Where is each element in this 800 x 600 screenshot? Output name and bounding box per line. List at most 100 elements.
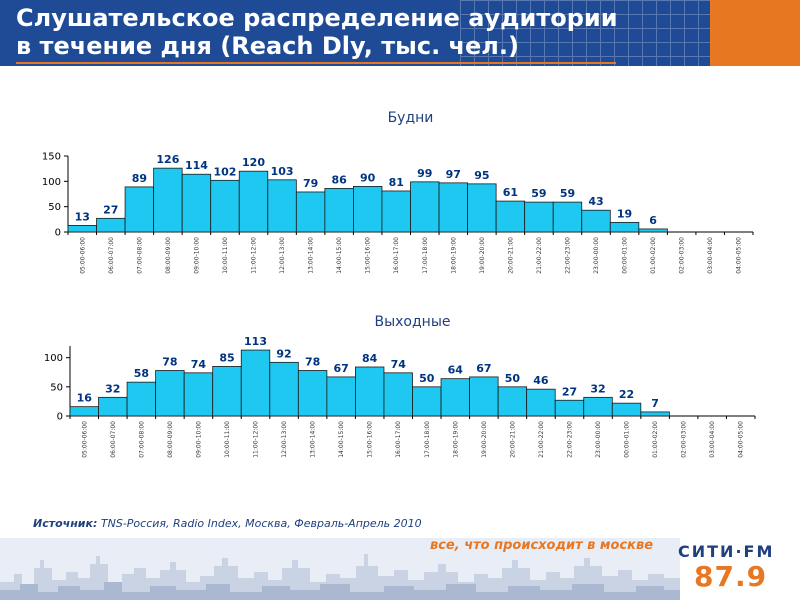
category-label: 03:00-04:00 <box>707 237 714 274</box>
data-label: 78 <box>305 356 320 369</box>
bar <box>638 228 668 233</box>
bar <box>212 366 242 417</box>
bar <box>69 406 99 417</box>
bar <box>238 170 269 233</box>
data-label: 13 <box>75 210 90 223</box>
category-label: 13:00-14:00 <box>310 421 317 458</box>
data-label: 126 <box>156 153 179 166</box>
bar <box>353 186 383 233</box>
bar <box>96 217 126 233</box>
category-label: 04:00-05:00 <box>736 237 743 274</box>
category-label: 02:00-03:00 <box>681 421 688 458</box>
bar <box>295 191 326 233</box>
category-label: 17:00-18:00 <box>422 237 429 274</box>
bar <box>383 372 413 417</box>
category-label: 23:00-00:00 <box>595 421 602 458</box>
category-label: 07:00-08:00 <box>136 237 143 274</box>
category-label: 09:00-10:00 <box>193 237 200 274</box>
category-label: 14:00-15:00 <box>338 421 345 458</box>
bar <box>326 376 356 417</box>
category-label: 16:00-17:00 <box>395 421 402 458</box>
data-label: 89 <box>132 172 147 185</box>
category-label: 10:00-11:00 <box>224 421 231 458</box>
category-label: 20:00-21:00 <box>509 421 516 458</box>
bar <box>412 386 442 417</box>
data-label: 95 <box>474 169 489 182</box>
data-label: 90 <box>360 171 376 184</box>
header-accent-block <box>710 0 800 66</box>
data-label: 58 <box>134 367 149 380</box>
category-label: 15:00-16:00 <box>365 237 372 274</box>
page-title: Слушательское распределение аудитории в … <box>16 4 618 60</box>
bar <box>469 376 499 417</box>
data-label: 22 <box>619 388 634 401</box>
bar <box>640 411 670 417</box>
category-label: 15:00-16:00 <box>367 421 374 458</box>
bar <box>495 200 526 233</box>
category-label: 12:00-13:00 <box>279 237 286 274</box>
category-label: 03:00-04:00 <box>709 421 716 458</box>
data-label: 81 <box>389 176 404 189</box>
y-tick-label: 100 <box>44 353 63 364</box>
category-label: 17:00-18:00 <box>424 421 431 458</box>
data-label: 46 <box>533 374 549 387</box>
data-label: 102 <box>213 165 236 178</box>
data-label: 59 <box>560 187 575 200</box>
data-label: 67 <box>333 362 348 375</box>
y-tick-label: 50 <box>48 202 61 213</box>
category-label: 07:00-08:00 <box>138 421 145 458</box>
category-label: 01:00-02:00 <box>650 237 657 274</box>
category-label: 05:00-06:00 <box>81 421 88 458</box>
category-label: 18:00-19:00 <box>452 421 459 458</box>
category-label: 19:00-20:00 <box>481 421 488 458</box>
city-skyline-image <box>0 538 680 600</box>
y-tick-label: 0 <box>57 412 63 423</box>
y-tick-label: 50 <box>50 382 63 393</box>
chart-weekends: Выходные 0 50 100 16 05:00-06:00 32 06:00-07:00… <box>44 314 756 458</box>
category-label: 21:00-22:00 <box>538 421 545 458</box>
category-label: 08:00-09:00 <box>167 421 174 458</box>
chart-weekdays: Будни 0 50 100 150 13 05:00-06:00 27 06:00-07:00… <box>42 110 754 274</box>
category-label: 11:00-12:00 <box>253 421 260 458</box>
category-label: 09:00-10:00 <box>195 421 202 458</box>
data-label: 43 <box>588 195 603 208</box>
y-tick-label: 100 <box>42 177 61 188</box>
data-label: 67 <box>476 362 491 375</box>
data-label: 92 <box>276 347 291 360</box>
bar <box>581 209 611 233</box>
bar <box>124 186 155 233</box>
category-label: 06:00-07:00 <box>108 237 115 274</box>
category-label: 23:00-00:00 <box>593 237 600 274</box>
data-label: 78 <box>162 356 177 369</box>
bar <box>98 396 128 417</box>
category-label: 22:00-23:00 <box>566 421 573 458</box>
bar <box>126 381 157 417</box>
category-label: 19:00-20:00 <box>479 237 486 274</box>
data-label: 16 <box>77 392 93 405</box>
category-label: 22:00-23:00 <box>564 237 571 274</box>
data-label: 103 <box>271 165 294 178</box>
data-label: 97 <box>446 168 461 181</box>
bar <box>526 388 556 417</box>
category-label: 21:00-22:00 <box>536 237 543 274</box>
category-label: 11:00-12:00 <box>251 237 258 274</box>
data-label: 120 <box>242 156 265 169</box>
data-label: 6 <box>649 214 657 227</box>
slogan: все, что происходит в москве <box>430 538 654 553</box>
data-label: 32 <box>590 382 605 395</box>
category-label: 06:00-07:00 <box>110 421 117 458</box>
bar <box>438 182 468 233</box>
bar <box>269 361 299 417</box>
source-label: Источник: <box>33 517 98 530</box>
data-label: 19 <box>617 207 632 220</box>
chart-title: Будни <box>388 110 434 126</box>
data-label: 114 <box>185 159 208 172</box>
category-label: 18:00-19:00 <box>450 237 457 274</box>
data-label: 50 <box>505 372 521 385</box>
data-label: 84 <box>362 352 378 365</box>
data-label: 61 <box>503 186 518 199</box>
category-label: 08:00-09:00 <box>165 237 172 274</box>
chart-title: Выходные <box>374 314 450 330</box>
bar <box>297 370 328 417</box>
data-label: 50 <box>419 372 435 385</box>
